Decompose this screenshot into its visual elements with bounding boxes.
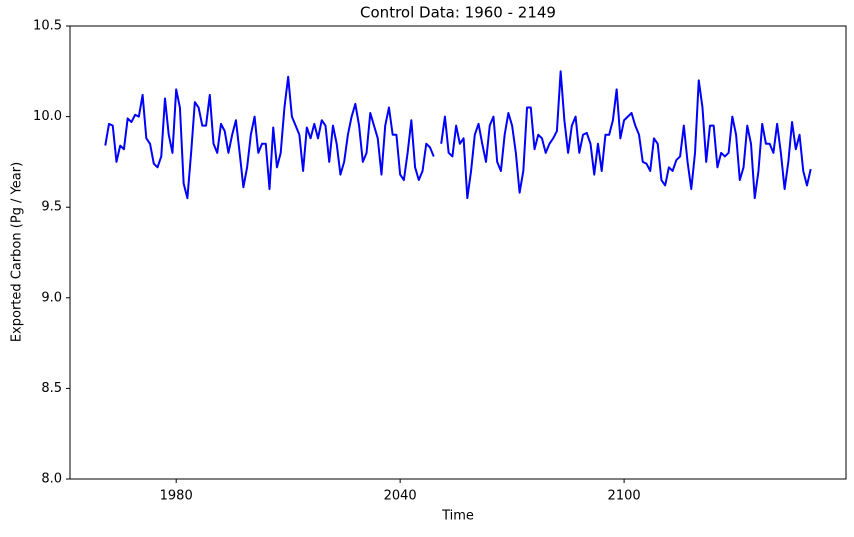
chart-title: Control Data: 1960 - 2149	[360, 4, 556, 22]
x-tick-label: 1980	[160, 489, 193, 504]
y-tick-label: 9.0	[41, 290, 62, 305]
plot-frame	[69, 25, 847, 480]
y-tick-label: 8.5	[41, 381, 62, 396]
y-tick-label: 9.5	[41, 200, 62, 215]
y-tick-label: 8.0	[41, 472, 62, 487]
data-line	[104, 70, 812, 200]
y-axis-label: Exported Carbon (Pg / Year)	[10, 162, 25, 342]
y-tick-label: 10.0	[33, 109, 62, 124]
x-tick-label: 2100	[608, 489, 641, 504]
x-tick-label: 2040	[384, 489, 417, 504]
y-tick-label: 10.5	[33, 19, 62, 34]
x-axis-label: Time	[441, 509, 474, 524]
